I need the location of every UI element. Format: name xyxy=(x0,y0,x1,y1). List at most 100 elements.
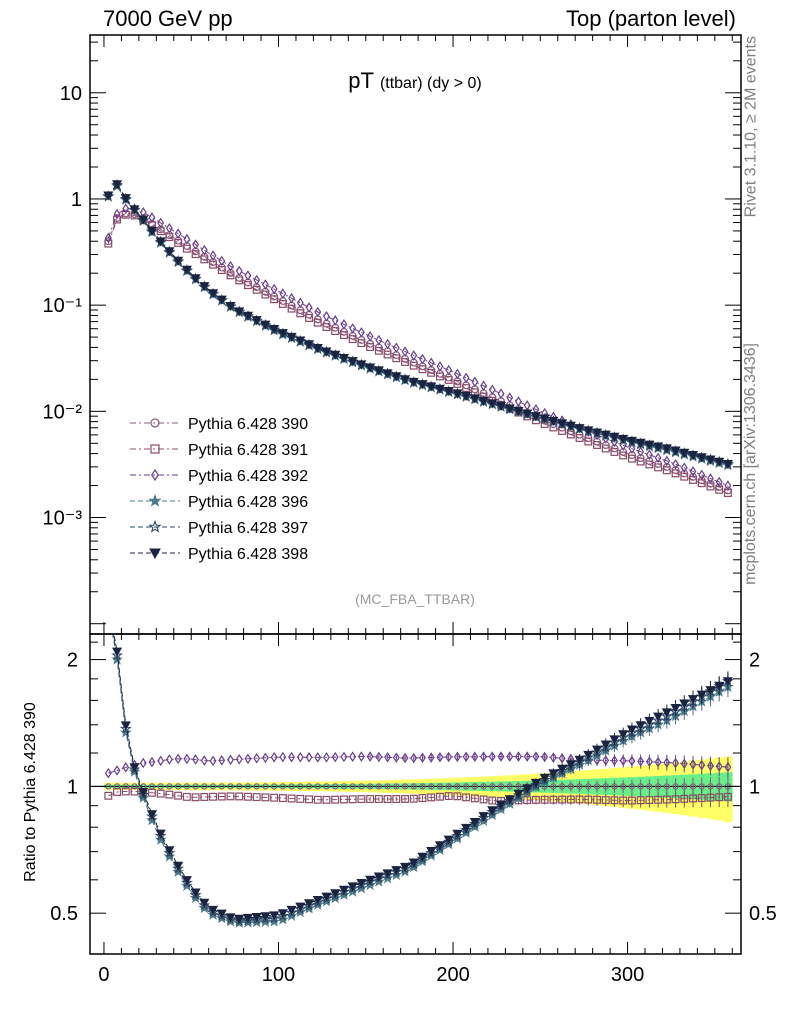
ratio-point xyxy=(488,751,496,762)
data-point xyxy=(671,469,680,478)
ratio-point xyxy=(689,794,697,803)
ratio-point xyxy=(585,783,592,790)
chart-title-sub: (ttbar) (dy > 0) xyxy=(380,75,482,92)
ratio-point xyxy=(654,756,662,768)
data-point xyxy=(260,320,271,330)
ratio-point xyxy=(253,752,261,764)
ratio-point xyxy=(269,911,280,921)
ratio-point xyxy=(410,752,418,764)
ratio-point xyxy=(375,751,383,763)
ratio-point xyxy=(200,793,209,801)
ratio-point xyxy=(113,788,122,796)
ratio-series-6 xyxy=(112,634,733,924)
main-plot-area xyxy=(102,178,734,498)
y-tick-label: 10⁻² xyxy=(43,401,83,423)
ratio-point xyxy=(130,787,139,796)
ratio-point xyxy=(382,869,393,879)
ratio-frame xyxy=(89,633,742,955)
ratio-point xyxy=(670,704,681,714)
data-point xyxy=(469,394,480,404)
data-point xyxy=(495,401,507,411)
ratio-point xyxy=(663,757,671,768)
ratio-point xyxy=(287,794,296,803)
ratio-point xyxy=(689,759,697,770)
ratio-point xyxy=(558,783,566,790)
ratio-point xyxy=(104,791,113,800)
data-point xyxy=(401,358,409,366)
ratio-point xyxy=(314,752,322,763)
ratio-point xyxy=(427,793,436,802)
ratio-y-tick-label-right: 2 xyxy=(749,650,760,672)
ratio-point xyxy=(671,795,680,804)
data-point xyxy=(478,396,489,406)
ratio-point xyxy=(469,818,480,828)
series-line xyxy=(107,183,729,465)
ratio-point xyxy=(583,750,594,760)
data-point xyxy=(497,388,505,399)
data-point xyxy=(331,315,339,326)
ratio-point xyxy=(672,783,679,790)
ratio-point xyxy=(243,792,252,801)
ratio-point xyxy=(191,793,200,802)
legend-marker xyxy=(150,418,160,428)
data-point xyxy=(286,332,297,342)
ratio-point xyxy=(366,795,375,803)
data-point xyxy=(410,350,418,361)
data-point xyxy=(689,466,697,477)
data-point xyxy=(155,237,166,247)
ratio-point xyxy=(698,759,706,771)
data-point xyxy=(243,281,252,290)
data-point xyxy=(418,365,427,374)
ratio-point xyxy=(104,767,112,779)
ratio-point xyxy=(182,792,191,801)
data-point xyxy=(174,238,183,247)
data-point xyxy=(452,389,463,399)
ratio-point xyxy=(227,754,234,766)
ratio-point xyxy=(119,726,132,738)
ratio-point xyxy=(436,751,444,763)
ratio-point xyxy=(418,794,427,802)
legend-entry-1: Pythia 6.428 390 xyxy=(130,416,308,433)
ratio-point xyxy=(111,649,123,661)
ratio-point xyxy=(626,725,637,735)
data-point xyxy=(444,375,453,384)
ratio-point xyxy=(444,792,453,801)
ratio-line xyxy=(108,755,728,774)
data-point xyxy=(112,180,123,190)
data-point xyxy=(654,452,662,464)
ratio-point xyxy=(480,751,488,762)
data-point xyxy=(653,442,664,452)
ratio-point xyxy=(550,783,557,790)
ratio-point xyxy=(296,751,304,763)
data-point xyxy=(515,396,522,407)
data-point xyxy=(356,360,367,370)
data-point xyxy=(296,297,304,309)
ratio-point xyxy=(567,783,574,790)
ratio-point xyxy=(192,783,199,790)
ratio-point xyxy=(663,783,670,790)
data-point xyxy=(426,382,437,392)
ratio-point xyxy=(401,783,409,790)
ratio-point xyxy=(121,787,130,796)
ratio-point xyxy=(487,806,498,816)
data-point xyxy=(696,453,707,463)
ratio-point xyxy=(462,793,471,802)
data-point xyxy=(330,350,341,360)
ratio-series-5 xyxy=(111,634,734,926)
data-point xyxy=(182,244,191,253)
data-point xyxy=(504,404,515,414)
ratio-point xyxy=(279,783,287,790)
data-point xyxy=(183,233,191,245)
data-point xyxy=(626,436,637,446)
series-line xyxy=(107,208,729,487)
data-point xyxy=(314,306,322,318)
ratio-point xyxy=(331,751,339,763)
data-point xyxy=(461,391,472,401)
data-point xyxy=(714,457,725,467)
ratio-point xyxy=(653,712,664,722)
ratio-point xyxy=(392,752,400,763)
ratio-point xyxy=(627,796,636,805)
ratio-point xyxy=(279,751,287,763)
data-point xyxy=(173,256,184,266)
